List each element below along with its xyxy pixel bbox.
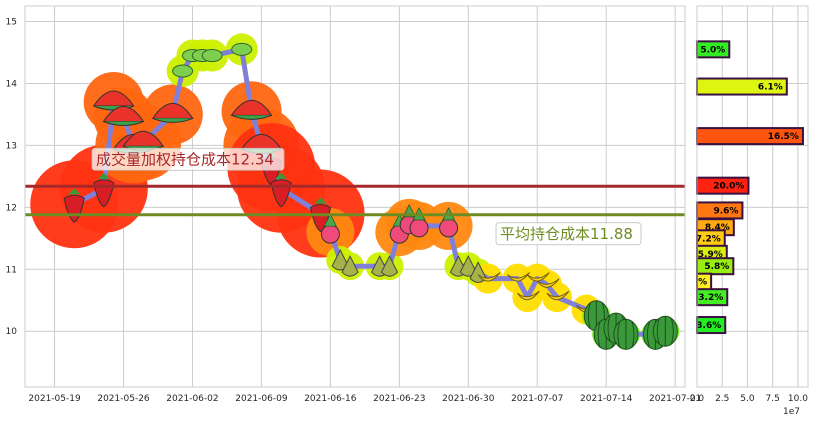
x-tick-label: 2021-05-26 — [97, 394, 150, 404]
y-tick-label: 12 — [6, 203, 17, 213]
distribution-bar-label: % — [698, 278, 707, 288]
y-tick-label: 11 — [6, 265, 17, 275]
distribution-bar-label: 3.6% — [696, 321, 721, 331]
price-point-marker-melon — [151, 102, 194, 123]
side-x-tick-label: 0.0 — [690, 394, 705, 404]
price-point-marker-melon — [230, 99, 273, 120]
distribution-bar-label: 6.1% — [758, 83, 783, 93]
x-tick-label: 2021-07-14 — [580, 394, 633, 404]
distribution-bar-label: 8.4% — [705, 223, 730, 233]
price-point-marker-pear — [380, 255, 399, 277]
y-tick-label: 10 — [6, 327, 18, 337]
side-x-tick-label: 7.5 — [766, 394, 780, 404]
x-tick-label: 2021-06-02 — [166, 394, 218, 404]
y-tick-label: 13 — [6, 141, 17, 151]
price-point-marker-pear — [341, 255, 359, 277]
price-point-marker-melon — [102, 106, 145, 127]
price-point-marker-banana — [507, 272, 530, 282]
price-point-marker-pea — [231, 42, 253, 56]
distribution-bar-label: 9.6% — [713, 206, 738, 216]
price-point-marker-banana — [516, 290, 540, 301]
x-tick-label: 2021-07-21 — [649, 394, 701, 404]
distribution-bar-label: 5.9% — [698, 250, 723, 260]
price-point-marker-banana — [477, 272, 501, 282]
price-point-marker-banana — [546, 290, 570, 301]
distribution-bar-label: 16.5% — [768, 132, 799, 142]
price-point-marker-banana — [526, 272, 550, 282]
y-tick-label: 14 — [6, 79, 18, 89]
price-point-marker-pear — [331, 248, 349, 271]
side-x-tick-label: 10.0 — [788, 394, 808, 404]
distribution-bar-label: 5.0% — [700, 45, 725, 55]
distribution-bar-label: 3.2% — [698, 293, 723, 303]
x-tick-label: 2021-06-30 — [442, 394, 495, 404]
price-point-marker-radish — [320, 213, 340, 244]
side-x-tick-label: 5.0 — [740, 394, 755, 404]
x-tick-label: 2021-06-16 — [304, 394, 357, 404]
price-point-marker-pea — [172, 64, 194, 78]
x-tick-label: 2021-07-07 — [511, 394, 563, 404]
price-point-marker-pear — [459, 255, 477, 277]
price-point-marker-banana — [536, 278, 560, 288]
x-tick-label: 2021-06-23 — [373, 394, 425, 404]
average-cost-label: 平均持仓成本11.88 — [500, 225, 633, 243]
price-point-marker-watermelon — [613, 318, 639, 350]
price-point-marker-pea — [201, 49, 223, 63]
weighted-cost-label: 成交量加权持仓成本12.34 — [96, 150, 274, 168]
x-tick-label: 2021-06-09 — [235, 394, 288, 404]
side-offset-label: 1e7 — [783, 407, 800, 417]
distribution-bar-label: 20.0% — [713, 182, 744, 192]
x-tick-label: 2021-05-19 — [28, 394, 81, 404]
distribution-bar-label: 7.2% — [696, 234, 721, 244]
price-point-marker-watermelon — [652, 315, 678, 347]
side-x-tick-label: 2.5 — [715, 394, 729, 404]
distribution-bar-label: 5.8% — [704, 262, 729, 272]
y-tick-label: 15 — [6, 17, 17, 27]
